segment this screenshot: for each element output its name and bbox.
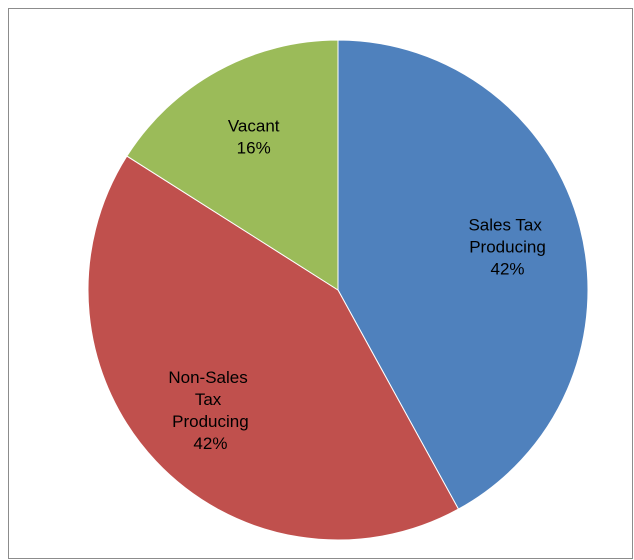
pie-slice <box>87 155 460 541</box>
slice-label: Sales Tax Producing <box>468 215 546 256</box>
pie-slice <box>337 39 589 510</box>
slice-label: Non-Sales Tax Producing <box>168 368 252 431</box>
slice-value-label: 16% <box>237 139 271 158</box>
slice-value-label: 42% <box>193 434 227 453</box>
slice-label: Vacant <box>228 117 280 136</box>
slice-value-label: 42% <box>490 259 524 278</box>
pie-slice <box>126 39 339 291</box>
